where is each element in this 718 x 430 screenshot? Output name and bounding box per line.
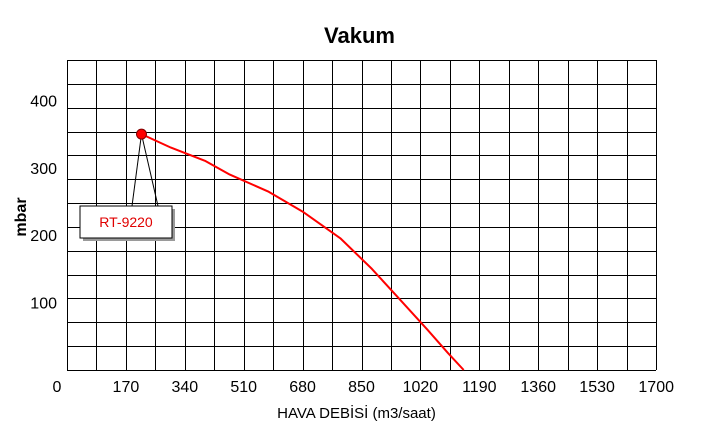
annotation-layer: RT-9220 [79, 128, 175, 241]
x-tick-label: 1190 [462, 379, 497, 396]
callout-leader-line [131, 134, 142, 207]
y-tick-label: 300 [30, 161, 57, 178]
y-tick-label: 400 [30, 93, 57, 110]
y-tick-label: 100 [30, 296, 57, 313]
callout-box [79, 205, 173, 239]
y-axis-ticks: 100 200 300 400 [30, 93, 57, 312]
x-tick-label: 170 [113, 379, 140, 396]
x-tick-label: 0 [53, 379, 62, 396]
x-tick-label: 1360 [520, 379, 556, 396]
x-tick-label: 850 [348, 379, 375, 396]
x-axis-ticks: 0 170 340 510 680 850 1020 1190 1360 1530 1700 [53, 379, 675, 396]
y-axis-label: mbar [13, 197, 30, 236]
x-tick-label: 1530 [579, 379, 615, 396]
chart-title: Vakum [324, 23, 395, 48]
x-tick-label: 340 [171, 379, 198, 396]
series-layer [141, 133, 465, 371]
series-line [141, 133, 465, 371]
y-tick-label: 200 [30, 228, 57, 245]
callout-leader-line [141, 134, 159, 207]
callout-label: RT-9220 [99, 214, 153, 230]
x-tick-label: 1020 [403, 379, 439, 396]
chart-grid [67, 60, 657, 371]
x-tick-label: 510 [230, 379, 257, 396]
x-axis-label: HAVA DEBİSİ (m3/saat) [277, 404, 436, 422]
x-tick-label: 1700 [638, 379, 674, 396]
data-point-marker [135, 128, 147, 140]
x-tick-label: 680 [289, 379, 316, 396]
